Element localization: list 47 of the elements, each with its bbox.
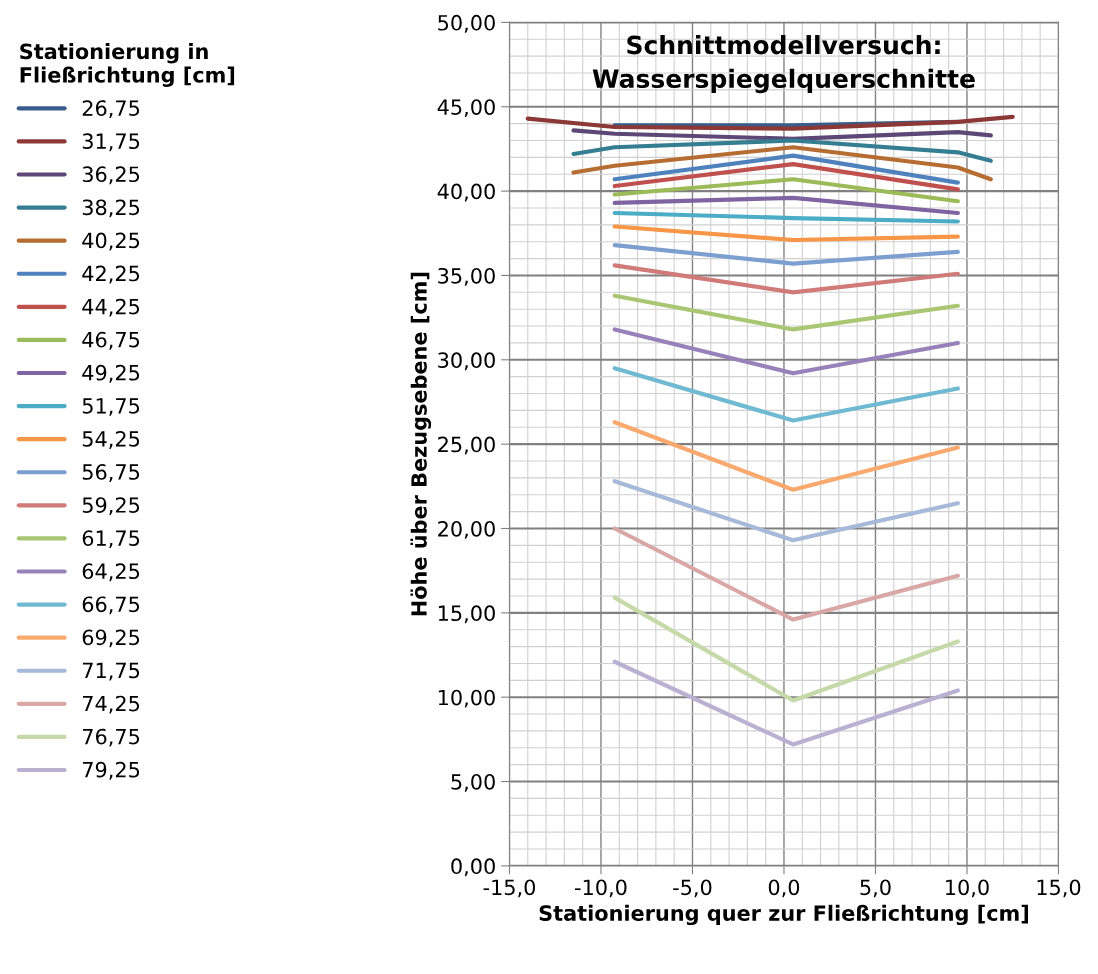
y-tick-label: 30,00 [438,352,495,371]
legend-label: 74,25 [82,695,140,714]
legend-label: 36,25 [82,166,140,185]
y-tick-label: 20,00 [438,520,495,539]
y-tick-label: 35,00 [438,267,495,286]
y-tick-label: 5,00 [451,773,495,792]
legend-label: 46,75 [82,331,140,350]
legend-title: Stationierung in Fließrichtung [cm] [20,43,235,87]
x-tick-label: -15,0 [483,879,536,898]
legend-label: 44,25 [82,298,140,317]
y-tick-label: 0,00 [451,858,495,877]
y-tick-label: 50,00 [438,14,495,33]
line-series [525,114,1015,131]
legend-label: 76,75 [82,728,140,747]
legend-label: 49,25 [82,364,140,383]
legend-label: 71,75 [82,662,140,681]
legend-label: 56,75 [82,464,140,482]
line-series [571,128,993,141]
line-series [571,145,993,182]
x-tick-label: 15,0 [1037,879,1081,898]
y-tick-label: 10,00 [438,689,495,708]
legend-label: 51,75 [82,398,140,416]
legend-label: 61,75 [82,530,140,549]
legend-label: 54,25 [82,431,140,449]
y-tick-label: 45,00 [437,99,495,118]
legend-label: 38,25 [82,199,140,218]
y-tick-label: 15,00 [438,605,495,624]
line-series [571,138,993,163]
legend-label: 59,25 [82,497,140,516]
legend-label: 64,25 [82,563,140,582]
legend-label: 26,75 [82,100,140,119]
legend-label: 79,25 [82,761,140,780]
legend-label: 42,25 [82,265,140,284]
legend-label: 31,75 [82,133,140,152]
legend-label: 40,25 [82,232,140,251]
x-tick-label: 5,0 [860,879,891,898]
legend-label: 69,25 [82,629,140,648]
text: Schnittmodellversuch: Wasserspiegelquerschnitte [592,35,975,94]
y-tick-label: 25,00 [438,436,495,455]
y-tick-label: 40,00 [437,183,495,202]
x-tick-label: 0,0 [768,879,800,898]
legend-label: 66,75 [82,596,140,615]
x-tick-label: -5,0 [673,879,712,898]
x-axis-title: Stationierung quer zur Fließrichtung [cm] [539,904,1028,926]
x-tick-label: -10,0 [575,879,627,898]
y-axis-title: Höhe über Bezugsebene [cm] [410,272,432,616]
x-tick-label: 10,0 [946,879,989,898]
